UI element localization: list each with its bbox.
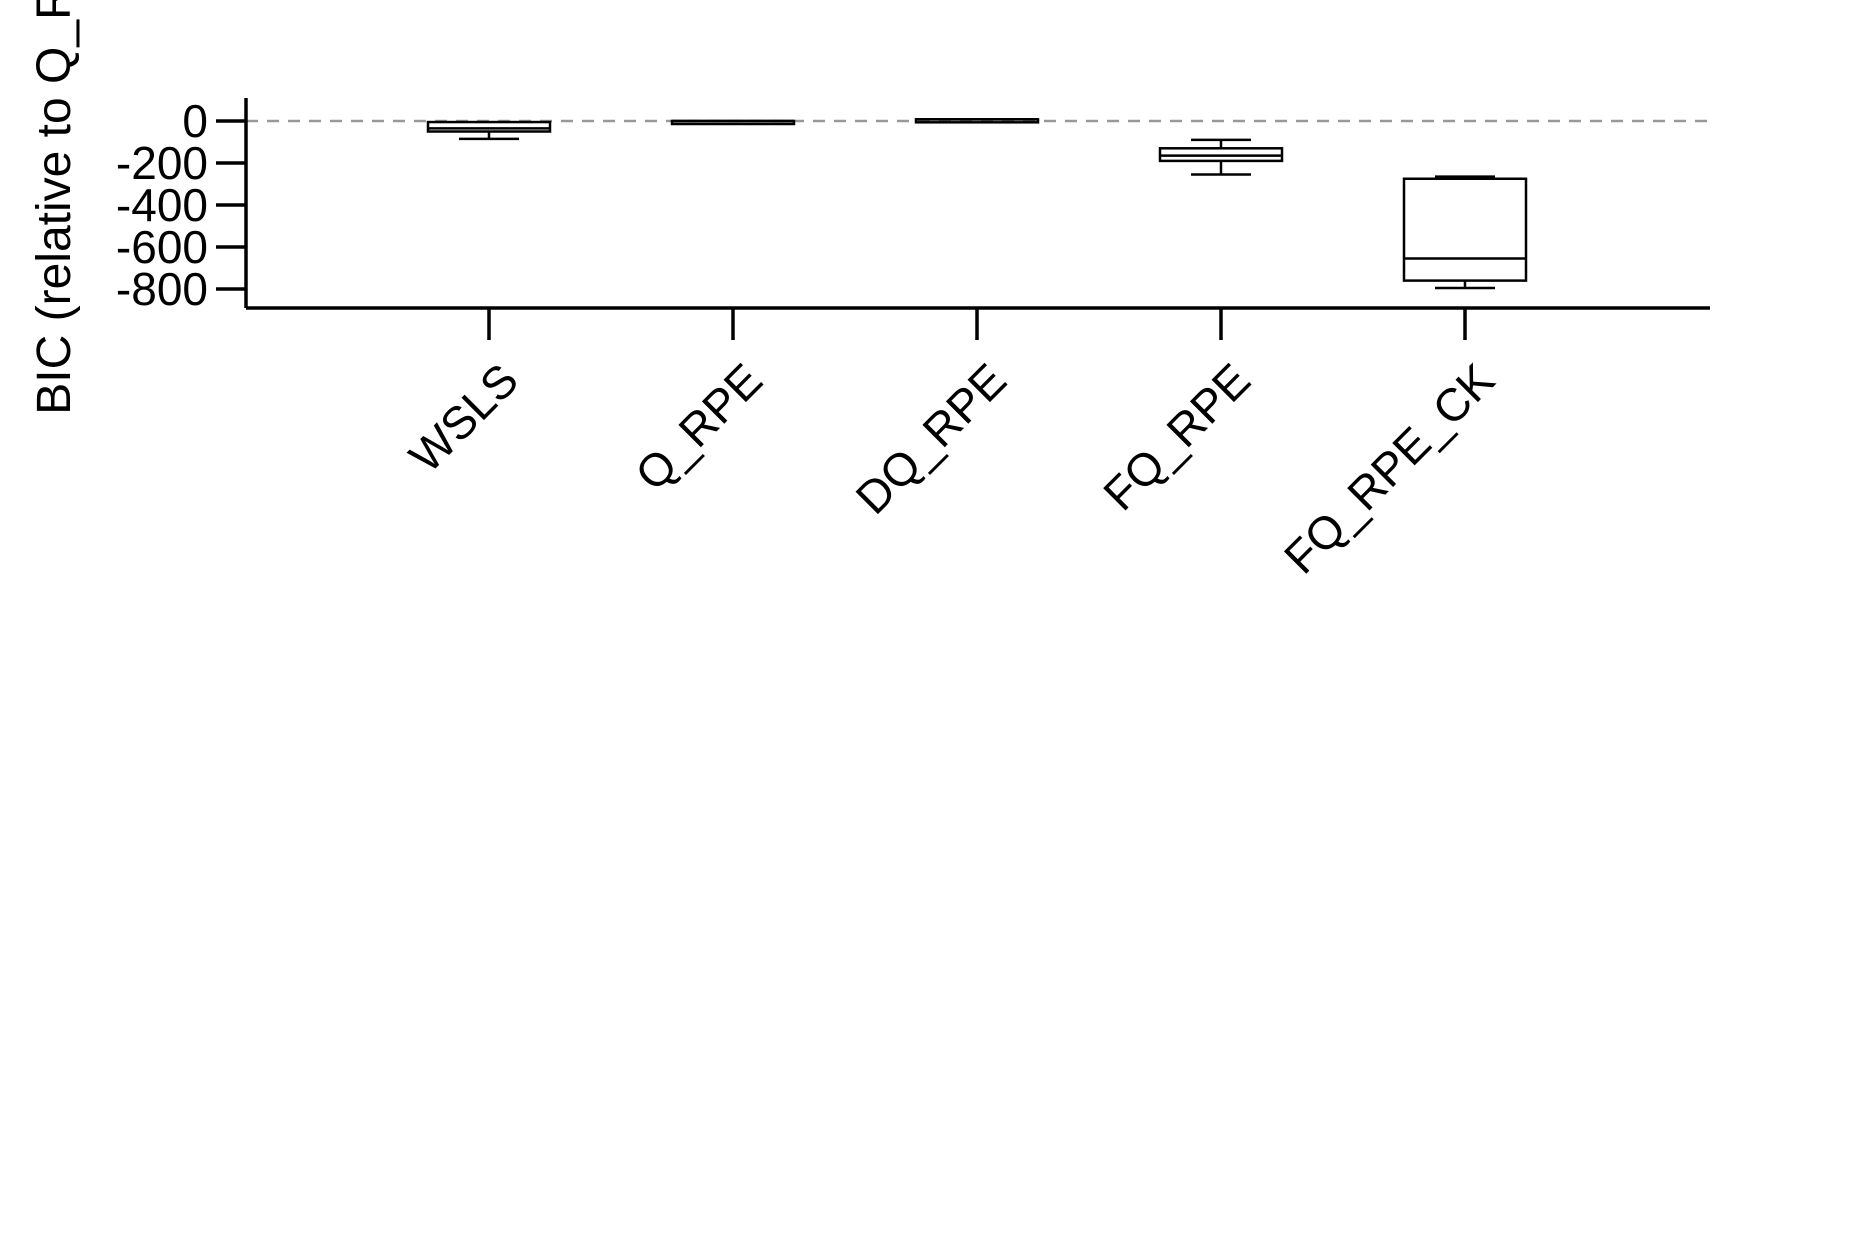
- x-tick-label: FQ_RPE: [1093, 353, 1260, 520]
- box-fq-rpe-ck: [1402, 175, 1528, 290]
- x-tick-label: FQ_RPE_CK: [1274, 353, 1504, 583]
- y-tick-label: -400: [116, 179, 208, 231]
- box-fq-rpe: [1158, 138, 1284, 176]
- box-dq-rpe: [914, 118, 1040, 124]
- y-tick-label: -800: [116, 263, 208, 315]
- x-tick-label: DQ_RPE: [846, 353, 1017, 524]
- y-tick-label: -200: [116, 137, 208, 189]
- box-layer: [426, 118, 1528, 290]
- x-tick-label: Q_RPE: [625, 353, 772, 500]
- box-iqr: [426, 120, 552, 133]
- y-tick-label: 0: [182, 95, 208, 147]
- x-tick-label: WSLS: [399, 353, 528, 482]
- y-tick-label: -600: [116, 221, 208, 273]
- box-q-rpe: [670, 119, 796, 126]
- y-axis-label: BIC (relative to Q_R: [28, 0, 81, 415]
- box-iqr: [1402, 177, 1528, 282]
- axis-layer: 0-200-400-600-800 WSLS Q_RPE DQ_RPE FQ_RPE FQ…: [116, 95, 1710, 583]
- box-wsls: [426, 120, 552, 141]
